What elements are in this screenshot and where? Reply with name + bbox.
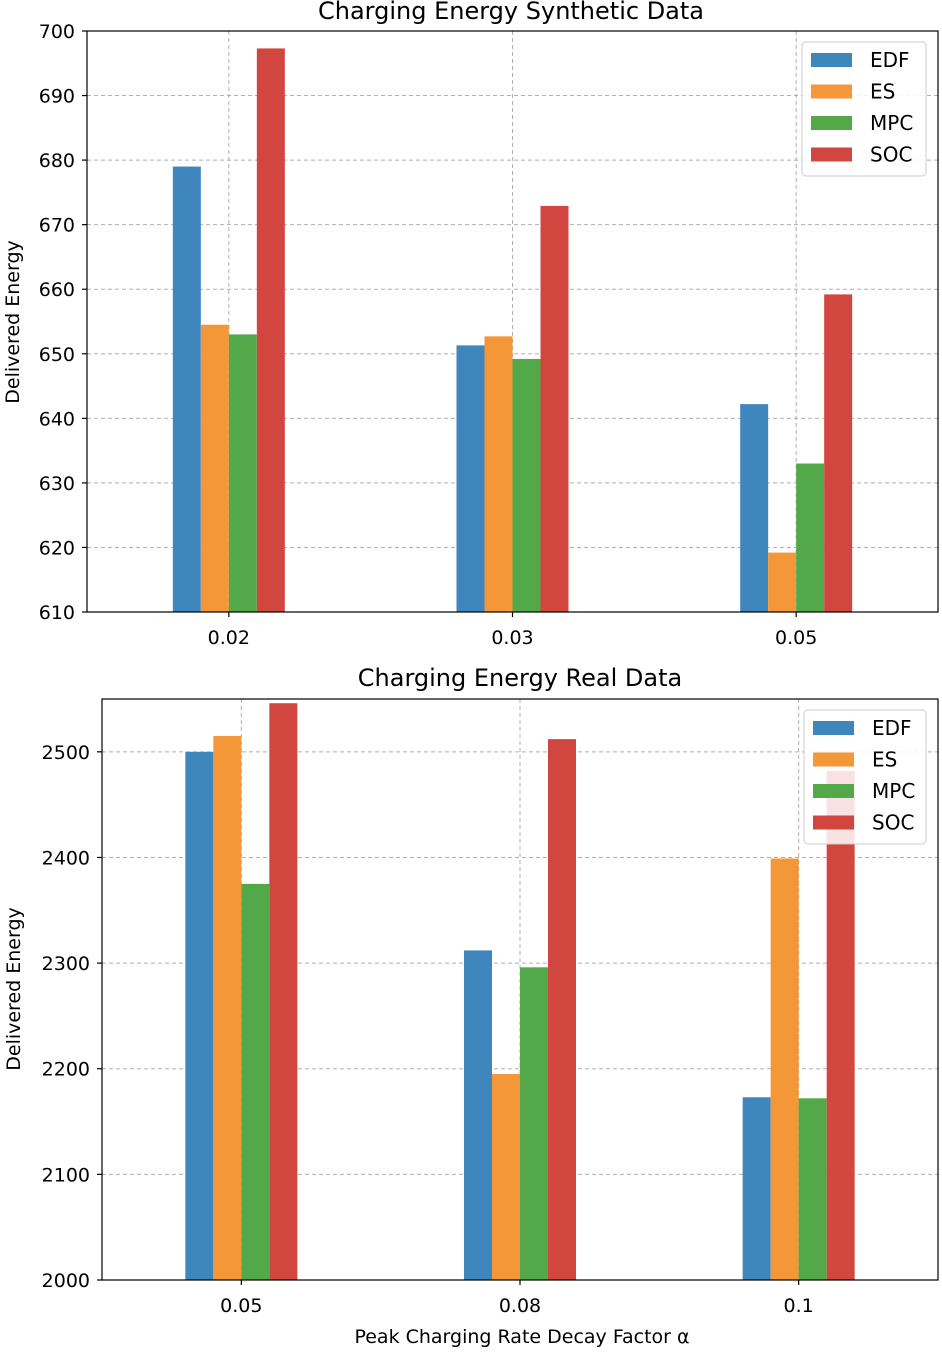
legend-swatch-soc bbox=[813, 815, 854, 830]
bar-edf: EDF 0.05: 642.2 bbox=[740, 404, 769, 612]
y-tick-label: 660 bbox=[39, 279, 75, 301]
legend-swatch-es bbox=[811, 84, 852, 99]
bar-es: ES 0.08: 2195 bbox=[492, 1074, 520, 1280]
y-tick-label: 610 bbox=[39, 602, 75, 624]
y-tick-label: 630 bbox=[39, 473, 75, 495]
bar-mpc: MPC 0.02: 653 bbox=[228, 334, 257, 612]
legend-swatch-edf bbox=[813, 721, 854, 735]
chart-synthetic: Charging Energy Synthetic Data Delivered… bbox=[2, 0, 939, 649]
legend-label-mpc: MPC bbox=[872, 779, 915, 803]
x-tick-label: 0.05 bbox=[775, 627, 817, 649]
x-tick-label: 0.05 bbox=[220, 1295, 262, 1317]
legend-label-es: ES bbox=[872, 748, 897, 772]
y-tick-label: 2500 bbox=[42, 742, 90, 764]
bar-soc: SOC 0.08: 2512 bbox=[548, 739, 576, 1280]
y-tick-label: 2100 bbox=[42, 1164, 90, 1186]
y-tick-label: 2200 bbox=[42, 1059, 90, 1081]
y-tick-label: 620 bbox=[39, 537, 75, 559]
bar-soc: SOC 0.02: 697.3 bbox=[256, 48, 285, 613]
chart-title: Charging Energy Synthetic Data bbox=[318, 0, 704, 25]
bar-es: ES 0.1: 2399 bbox=[770, 858, 799, 1280]
legend-swatch-mpc bbox=[811, 116, 852, 130]
bar-edf: EDF 0.08: 2312 bbox=[464, 950, 492, 1280]
bar-es: ES 0.05: 2515 bbox=[213, 735, 242, 1280]
legend-label-soc: SOC bbox=[872, 811, 914, 835]
bar-soc: SOC 0.05: 2546 bbox=[269, 703, 298, 1280]
legend: EDF ES MPC SOC bbox=[803, 709, 927, 845]
legend: EDF ES MPC SOC bbox=[801, 41, 927, 177]
x-axis-label: Peak Charging Rate Decay Factor α bbox=[354, 1326, 689, 1348]
axes-layer: 610 620 630 640 650 660 670 680 690 700 0.02 0.03 0.… bbox=[39, 21, 939, 649]
bar-mpc: MPC 0.08: 2296 bbox=[520, 967, 548, 1280]
y-tick-label: 680 bbox=[39, 150, 75, 172]
bars-layer: EDF 0.05: 2500 EDF 0.08: 2312 EDF 0.1: 217… bbox=[185, 703, 855, 1280]
bar-soc: SOC 0.1: 2482 bbox=[826, 770, 855, 1280]
legend-swatch-soc bbox=[811, 147, 852, 162]
y-tick-label: 650 bbox=[39, 344, 75, 366]
bars-layer: EDF 0.02: 679 EDF 0.03: 651.3 EDF 0.05: 64… bbox=[172, 48, 853, 613]
bar-es: ES 0.02: 654.5 bbox=[200, 324, 229, 612]
legend-label-edf: EDF bbox=[870, 48, 910, 72]
legend-label-edf: EDF bbox=[872, 716, 912, 740]
y-tick-label: 690 bbox=[39, 86, 75, 108]
legend-swatch-es bbox=[813, 752, 854, 767]
legend-label-soc: SOC bbox=[870, 143, 912, 167]
y-tick-label: 640 bbox=[39, 408, 75, 430]
plot-frame bbox=[101, 698, 939, 1281]
plot-frame bbox=[86, 30, 939, 613]
x-tick-label: 0.08 bbox=[499, 1295, 541, 1317]
y-tick-label: 2000 bbox=[42, 1270, 90, 1292]
bar-edf: EDF 0.02: 679 bbox=[172, 166, 201, 613]
y-tick-label: 670 bbox=[39, 215, 75, 237]
legend-swatch-mpc bbox=[813, 784, 854, 798]
axes-layer: 2000 2100 2200 2300 2400 2500 0.05 0.08 0.1 bbox=[42, 698, 939, 1317]
bar-soc: SOC 0.03: 672.9 bbox=[540, 205, 569, 612]
bar-edf: EDF 0.1: 2173 bbox=[742, 1097, 771, 1280]
bar-edf: EDF 0.05: 2500 bbox=[185, 751, 214, 1280]
y-tick-label: 2300 bbox=[42, 953, 90, 975]
bar-soc: SOC 0.05: 659.2 bbox=[824, 294, 853, 612]
y-axis-label: Delivered Energy bbox=[3, 907, 25, 1071]
y-tick-label: 2400 bbox=[42, 847, 90, 869]
x-tick-label: 0.02 bbox=[208, 627, 250, 649]
legend-label-es: ES bbox=[870, 80, 895, 104]
bar-es: ES 0.05: 619.2 bbox=[768, 552, 797, 612]
x-tick-label: 0.1 bbox=[784, 1295, 814, 1317]
chart-title: Charging Energy Real Data bbox=[358, 664, 682, 692]
bar-mpc: MPC 0.05: 633 bbox=[796, 463, 825, 612]
chart-real: Charging Energy Real Data Delivered Ener… bbox=[3, 664, 939, 1348]
bar-mpc: MPC 0.05: 2375 bbox=[241, 883, 270, 1280]
legend-label-mpc: MPC bbox=[870, 111, 913, 135]
y-tick-label: 700 bbox=[39, 21, 75, 43]
legend-box bbox=[803, 709, 927, 845]
y-axis-label: Delivered Energy bbox=[2, 240, 24, 404]
bar-mpc: MPC 0.1: 2172 bbox=[798, 1098, 827, 1280]
legend-box bbox=[801, 41, 927, 177]
bar-edf: EDF 0.03: 651.3 bbox=[456, 345, 485, 612]
bar-mpc: MPC 0.03: 649.2 bbox=[512, 358, 541, 612]
legend-swatch-edf bbox=[811, 53, 852, 67]
bar-es: ES 0.03: 652.7 bbox=[484, 336, 513, 612]
x-tick-label: 0.03 bbox=[491, 627, 533, 649]
